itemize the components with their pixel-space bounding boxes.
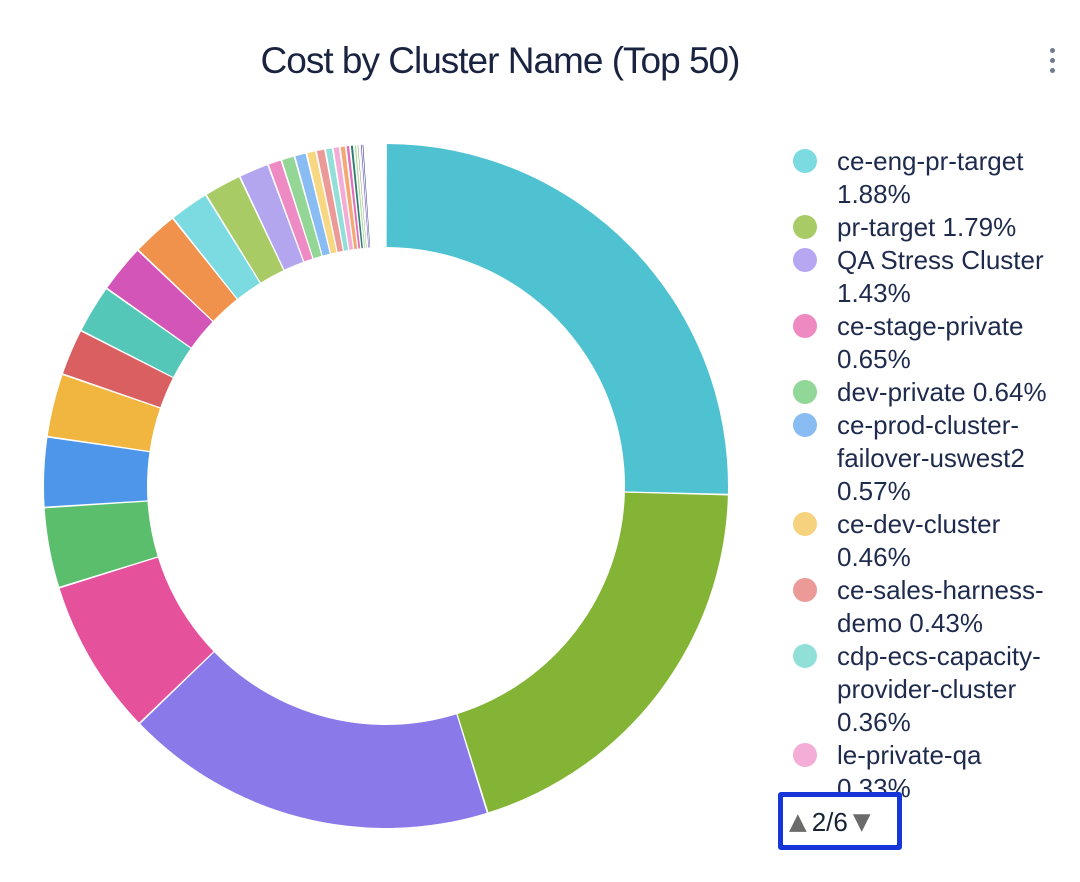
donut-slice[interactable] (47, 375, 160, 451)
legend-swatch (793, 413, 817, 437)
donut-slice[interactable] (282, 156, 322, 259)
legend-label: pr-target 1.79% (837, 212, 1017, 242)
kebab-menu-icon[interactable] (1040, 42, 1064, 78)
donut-slice[interactable] (316, 149, 343, 252)
chart-title: Cost by Cluster Name (Top 50) (260, 40, 741, 81)
legend-item[interactable]: pr-target 1.79% (793, 211, 1057, 244)
donut-slice[interactable] (44, 437, 150, 507)
donut-slice[interactable] (362, 144, 371, 248)
legend-swatch (793, 512, 817, 536)
kebab-dot (1049, 57, 1055, 63)
donut-slice[interactable] (268, 160, 313, 262)
donut-slice[interactable] (206, 177, 284, 283)
donut-slice[interactable] (340, 146, 358, 250)
legend-swatch (793, 314, 817, 338)
legend-swatch (793, 644, 817, 668)
donut-slice[interactable] (346, 146, 361, 249)
donut-slice[interactable] (333, 147, 354, 250)
legend-item[interactable]: cdp-ecs-capacity-provider-cluster 0.36% (793, 640, 1057, 739)
legend-item[interactable]: ce-stage-private 0.65% (793, 310, 1057, 376)
donut-slice[interactable] (357, 145, 367, 248)
legend-page-up-icon[interactable]: ▲ (789, 808, 807, 835)
legend-label: dev-private 0.64% (837, 377, 1047, 407)
legend-item[interactable]: ce-sales-harness-demo 0.43% (793, 574, 1057, 640)
legend-swatch (793, 380, 817, 404)
legend-page-indicator: 2/6 (811, 807, 848, 837)
kebab-dot (1049, 47, 1055, 53)
donut-slice[interactable] (44, 501, 158, 587)
legend-swatch (793, 743, 817, 767)
donut-slice[interactable] (140, 652, 487, 828)
donut-slice[interactable] (173, 195, 260, 299)
legend-label: ce-prod-cluster-failover-uswest2 0.57% (837, 410, 1025, 506)
donut-slice[interactable] (138, 218, 237, 321)
donut-slice[interactable] (354, 145, 365, 248)
donut-slice[interactable] (350, 145, 363, 249)
donut-slice[interactable] (360, 144, 369, 248)
legend-swatch (793, 215, 817, 239)
legend-item[interactable]: dev-private 0.64% (793, 376, 1057, 409)
donut-slice[interactable] (107, 250, 213, 348)
legend-swatch (793, 149, 817, 173)
donut-slice[interactable] (457, 492, 728, 813)
legend-label: ce-stage-private 0.65% (837, 311, 1024, 374)
legend-label: QA Stress Cluster 1.43% (837, 245, 1044, 308)
donut-chart (44, 144, 728, 828)
donut-slice[interactable] (307, 151, 337, 254)
legend-item[interactable]: ce-eng-pr-target 1.88% (793, 145, 1057, 211)
donut-slice[interactable] (386, 144, 728, 494)
legend-item[interactable]: QA Stress Cluster 1.43% (793, 244, 1057, 310)
kebab-dot (1049, 67, 1055, 73)
donut-slice[interactable] (59, 557, 214, 723)
legend-item[interactable]: ce-prod-cluster-failover-uswest2 0.57% (793, 409, 1057, 508)
chart-legend: ce-eng-pr-target 1.88% pr-target 1.79% QA … (793, 145, 1057, 805)
donut-slice[interactable] (295, 153, 330, 256)
donut-slice[interactable] (240, 165, 304, 270)
donut-slice[interactable] (325, 148, 349, 251)
donut-slice[interactable] (359, 144, 368, 248)
legend-label: ce-sales-harness-demo 0.43% (837, 575, 1044, 638)
legend-label: ce-eng-pr-target 1.88% (837, 146, 1024, 209)
legend-label: cdp-ecs-capacity-provider-cluster 0.36% (837, 641, 1041, 737)
legend-swatch (793, 578, 817, 602)
legend-label: ce-dev-cluster 0.46% (837, 509, 1001, 572)
donut-slice[interactable] (63, 331, 173, 408)
legend-page-down-icon[interactable]: ▼ (852, 808, 871, 835)
legend-item[interactable]: ce-dev-cluster 0.46% (793, 508, 1057, 574)
legend-swatch (793, 248, 817, 272)
donut-slice[interactable] (81, 289, 191, 377)
legend-pagination: ▲ 2/6 ▼ (778, 792, 902, 850)
